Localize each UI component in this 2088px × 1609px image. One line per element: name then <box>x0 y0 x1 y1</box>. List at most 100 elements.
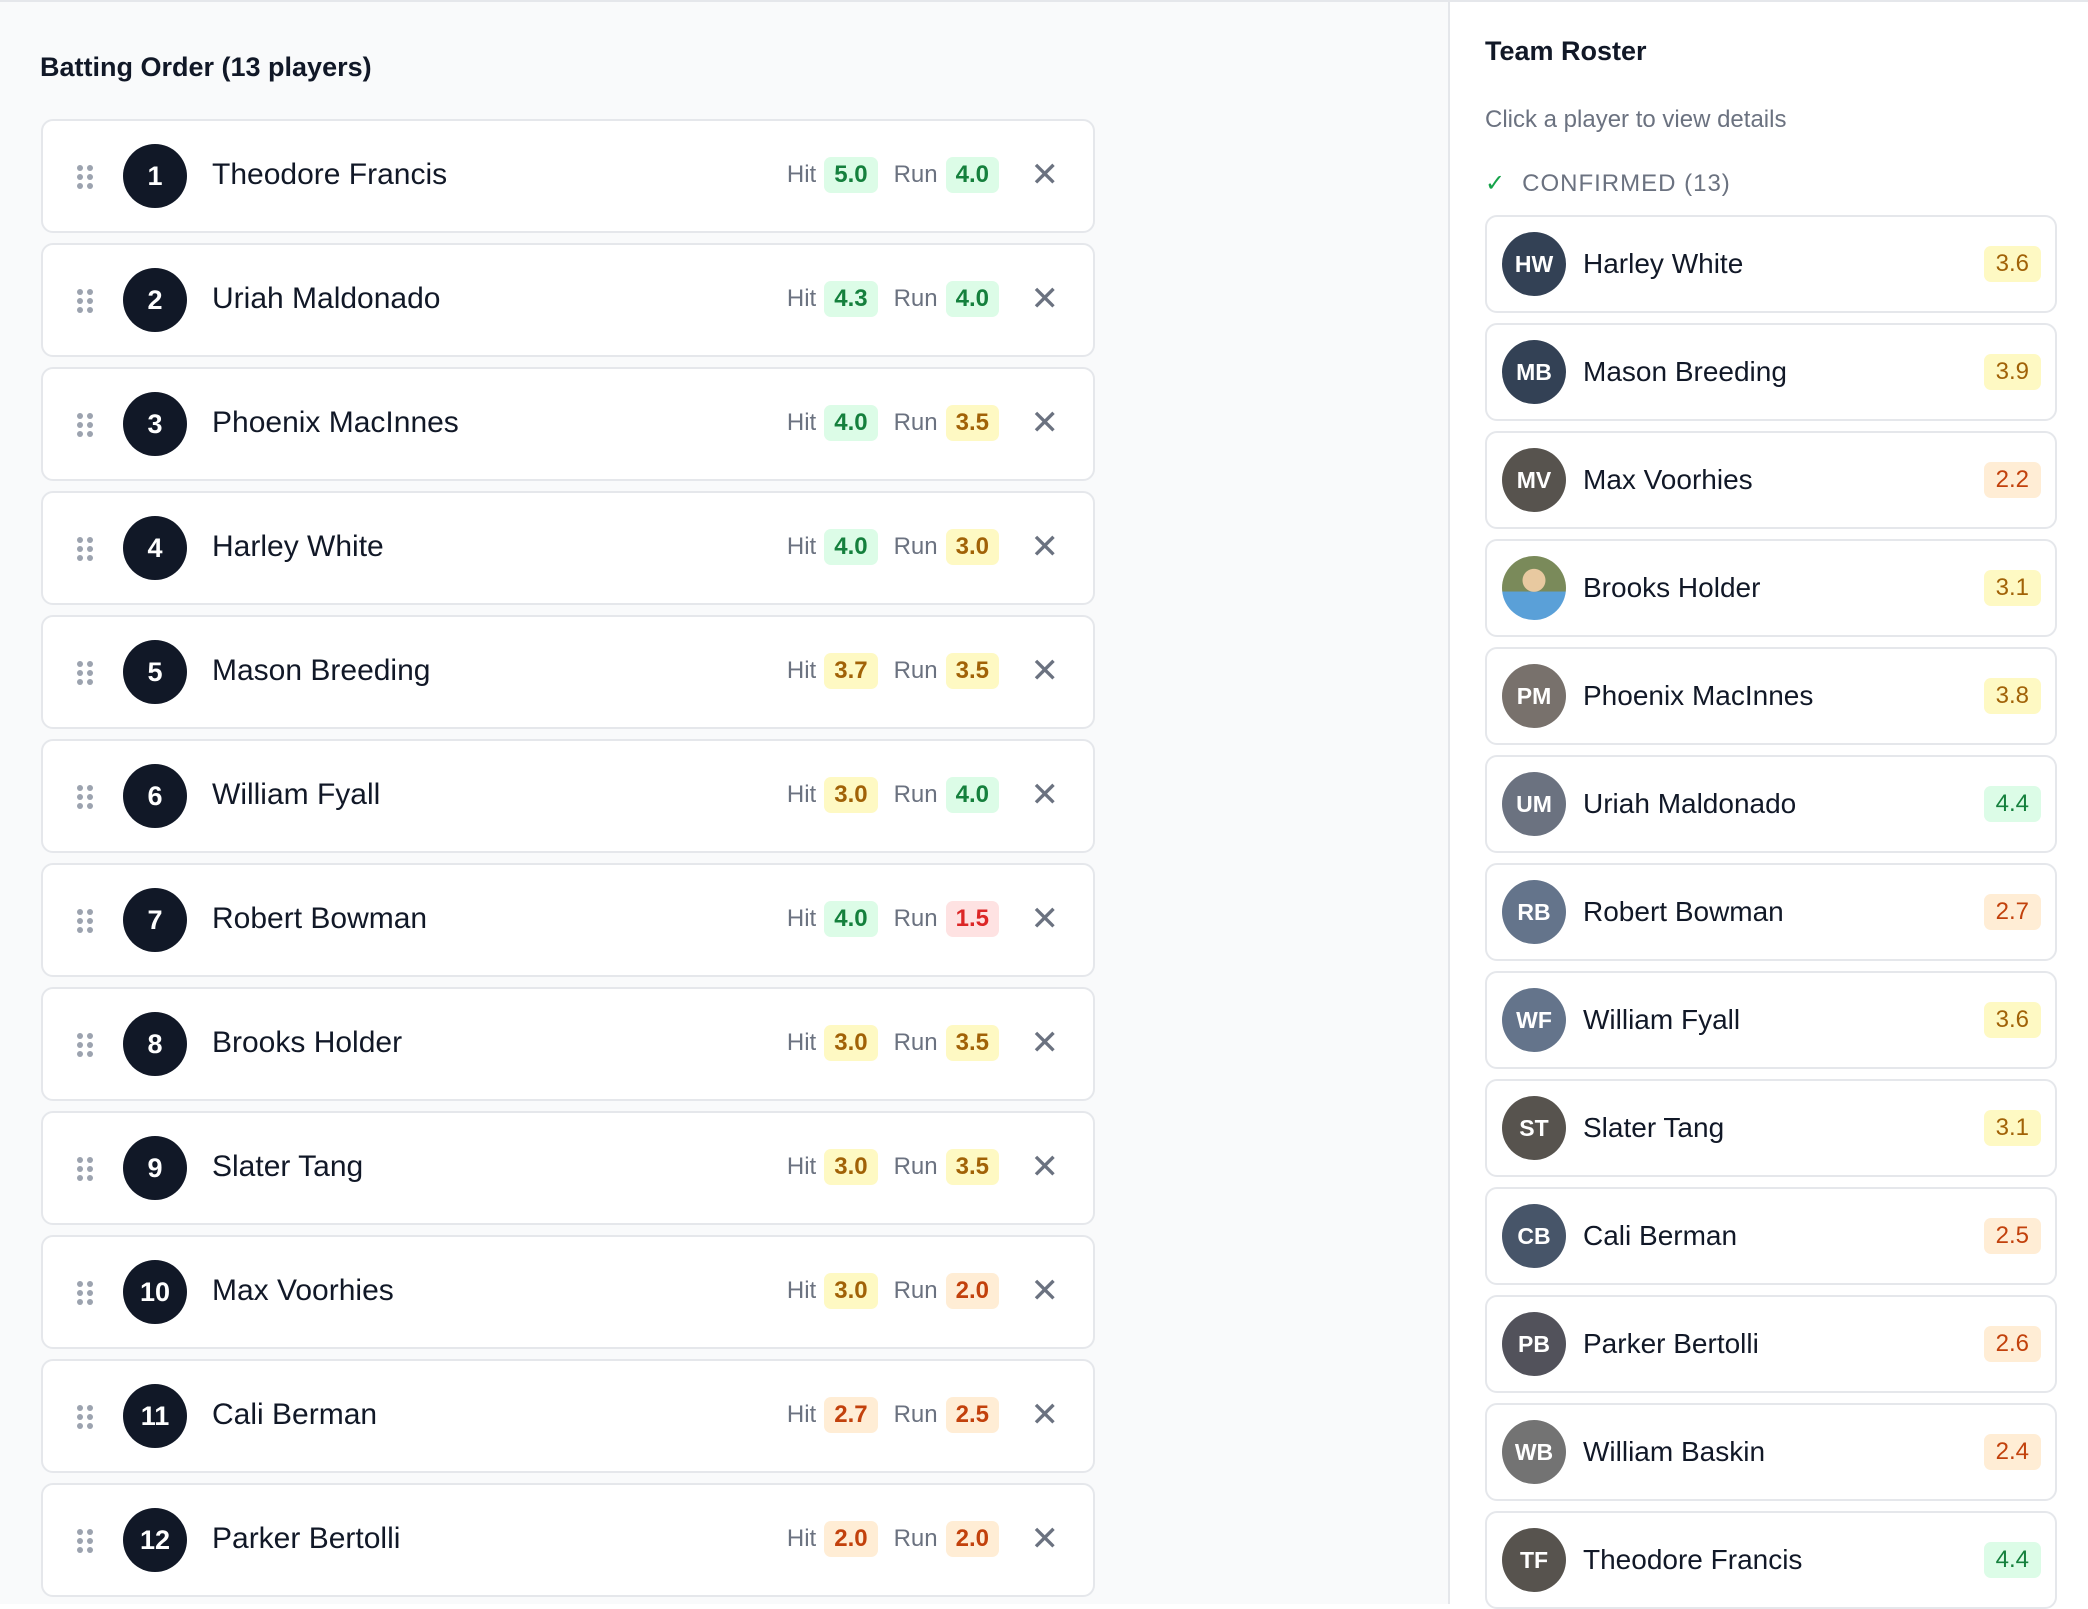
drag-handle-icon[interactable] <box>77 289 93 313</box>
batting-order-row[interactable]: 4 Harley White Hit 4.0 Run 3.0 ✕ <box>41 491 1095 605</box>
avatar <box>1502 556 1566 620</box>
drag-handle-icon[interactable] <box>77 413 93 437</box>
batting-order-row[interactable]: 3 Phoenix MacInnes Hit 4.0 Run 3.5 ✕ <box>41 367 1095 481</box>
roster-player-card[interactable]: Brooks Holder 3.1 <box>1485 539 2057 637</box>
remove-player-close-icon[interactable]: ✕ <box>1030 900 1060 938</box>
remove-player-close-icon[interactable]: ✕ <box>1030 652 1060 690</box>
rating-badge: 2.6 <box>1983 1326 2041 1362</box>
batting-position: 4 <box>123 516 187 580</box>
player-stats: Hit 3.0 Run 3.5 <box>787 1149 999 1185</box>
batting-order-row[interactable]: 6 William Fyall Hit 3.0 Run 4.0 ✕ <box>41 739 1095 853</box>
batting-order-row[interactable]: 5 Mason Breeding Hit 3.7 Run 3.5 ✕ <box>41 615 1095 729</box>
player-name: Mason Breeding <box>1583 356 1787 387</box>
batting-position: 9 <box>123 1136 187 1200</box>
hit-label: Hit <box>786 1401 817 1428</box>
remove-player-close-icon[interactable]: ✕ <box>1030 280 1060 318</box>
batting-order-row[interactable]: 12 Parker Bertolli Hit 2.0 Run 2.0 ✕ <box>41 1483 1095 1597</box>
drag-handle-icon[interactable] <box>77 537 93 561</box>
check-icon: ✓ <box>1485 170 1507 197</box>
run-label: Run <box>893 781 938 808</box>
player-stats: Hit 3.0 Run 3.5 <box>787 1025 999 1061</box>
remove-player-close-icon[interactable]: ✕ <box>1030 1272 1060 1310</box>
hit-rating-badge: 4.3 <box>824 281 878 317</box>
batting-position: 6 <box>123 764 187 828</box>
player-name: Robert Bowman <box>212 902 428 935</box>
batting-order-row[interactable]: 8 Brooks Holder Hit 3.0 Run 3.5 ✕ <box>41 987 1095 1101</box>
run-label: Run <box>893 1153 938 1180</box>
rating-badge: 3.1 <box>1983 570 2041 606</box>
player-name: Harley White <box>1583 248 1744 279</box>
drag-handle-icon[interactable] <box>77 661 93 685</box>
drag-handle-icon[interactable] <box>77 165 93 189</box>
player-name: Cali Berman <box>212 1398 378 1431</box>
remove-player-close-icon[interactable]: ✕ <box>1030 156 1060 194</box>
remove-player-close-icon[interactable]: ✕ <box>1030 1024 1060 1062</box>
roster-player-card[interactable]: TF Theodore Francis 4.4 <box>1485 1511 2057 1609</box>
rating-badge: 2.4 <box>1983 1434 2041 1470</box>
batting-order-panel: Batting Order (13 players) 1 Theodore Fra… <box>0 2 1450 1604</box>
player-stats: Hit 3.0 Run 2.0 <box>787 1273 999 1309</box>
player-stats: Hit 2.0 Run 2.0 <box>787 1521 999 1557</box>
drag-handle-icon[interactable] <box>77 1033 93 1057</box>
avatar: MV <box>1502 448 1566 512</box>
team-roster-panel: Team Roster Click a player to view detai… <box>1452 2 2088 1609</box>
drag-handle-icon[interactable] <box>77 909 93 933</box>
roster-player-card[interactable]: PB Parker Bertolli 2.6 <box>1485 1295 2057 1393</box>
rating-badge: 3.9 <box>1983 354 2041 390</box>
roster-player-card[interactable]: PM Phoenix MacInnes 3.8 <box>1485 647 2057 745</box>
avatar: RB <box>1502 880 1566 944</box>
remove-player-close-icon[interactable]: ✕ <box>1030 1148 1060 1186</box>
rating-badge: 3.6 <box>1983 1002 2041 1038</box>
batting-order-row[interactable]: 10 Max Voorhies Hit 3.0 Run 2.0 ✕ <box>41 1235 1095 1349</box>
remove-player-close-icon[interactable]: ✕ <box>1030 1396 1060 1434</box>
remove-player-close-icon[interactable]: ✕ <box>1030 404 1060 442</box>
roster-player-card[interactable]: RB Robert Bowman 2.7 <box>1485 863 2057 961</box>
roster-player-card[interactable]: UM Uriah Maldonado 4.4 <box>1485 755 2057 853</box>
player-name: Slater Tang <box>1583 1112 1725 1143</box>
roster-player-card[interactable]: WB William Baskin 2.4 <box>1485 1403 2057 1501</box>
run-label: Run <box>893 533 938 560</box>
roster-player-card[interactable]: MV Max Voorhies 2.2 <box>1485 431 2057 529</box>
roster-player-card[interactable]: WF William Fyall 3.6 <box>1485 971 2057 1069</box>
hit-rating-badge: 3.0 <box>824 777 878 813</box>
remove-player-close-icon[interactable]: ✕ <box>1030 1520 1060 1558</box>
hit-rating-badge: 3.7 <box>824 653 878 689</box>
batting-order-row[interactable]: 1 Theodore Francis Hit 5.0 Run 4.0 ✕ <box>41 119 1095 233</box>
remove-player-close-icon[interactable]: ✕ <box>1030 776 1060 814</box>
batting-order-row[interactable]: 9 Slater Tang Hit 3.0 Run 3.5 ✕ <box>41 1111 1095 1225</box>
batting-position: 8 <box>123 1012 187 1076</box>
batting-order-row[interactable]: 2 Uriah Maldonado Hit 4.3 Run 4.0 ✕ <box>41 243 1095 357</box>
drag-handle-icon[interactable] <box>77 1281 93 1305</box>
drag-handle-icon[interactable] <box>77 1405 93 1429</box>
roster-player-card[interactable]: CB Cali Berman 2.5 <box>1485 1187 2057 1285</box>
batting-position: 11 <box>123 1384 187 1448</box>
drag-handle-icon[interactable] <box>77 1529 93 1553</box>
remove-player-close-icon[interactable]: ✕ <box>1030 528 1060 566</box>
batting-position: 3 <box>123 392 187 456</box>
run-label: Run <box>893 285 938 312</box>
run-label: Run <box>893 657 938 684</box>
drag-handle-icon[interactable] <box>77 1157 93 1181</box>
batting-position: 2 <box>123 268 187 332</box>
run-rating-badge: 3.0 <box>945 529 999 565</box>
run-rating-badge: 3.5 <box>945 405 999 441</box>
run-rating-badge: 3.5 <box>945 1149 999 1185</box>
roster-player-card[interactable]: HW Harley White 3.6 <box>1485 215 2057 313</box>
player-stats: Hit 4.0 Run 1.5 <box>787 901 999 937</box>
run-label: Run <box>893 161 938 188</box>
hit-label: Hit <box>786 533 817 560</box>
hit-rating-badge: 3.0 <box>824 1273 878 1309</box>
player-stats: Hit 3.7 Run 3.5 <box>787 653 999 689</box>
batting-order-row[interactable]: 7 Robert Bowman Hit 4.0 Run 1.5 ✕ <box>41 863 1095 977</box>
player-stats: Hit 5.0 Run 4.0 <box>787 157 999 193</box>
player-stats: Hit 2.7 Run 2.5 <box>787 1397 999 1433</box>
roster-player-card[interactable]: MB Mason Breeding 3.9 <box>1485 323 2057 421</box>
confirmed-section-header: ✓ CONFIRMED (13) <box>1485 169 1731 198</box>
drag-handle-icon[interactable] <box>77 785 93 809</box>
roster-player-card[interactable]: ST Slater Tang 3.1 <box>1485 1079 2057 1177</box>
player-name: Cali Berman <box>1583 1220 1738 1251</box>
player-name: Max Voorhies <box>212 1274 394 1307</box>
batting-order-title: Batting Order (13 players) <box>40 52 372 82</box>
hit-label: Hit <box>786 1153 817 1180</box>
batting-order-row[interactable]: 11 Cali Berman Hit 2.7 Run 2.5 ✕ <box>41 1359 1095 1473</box>
